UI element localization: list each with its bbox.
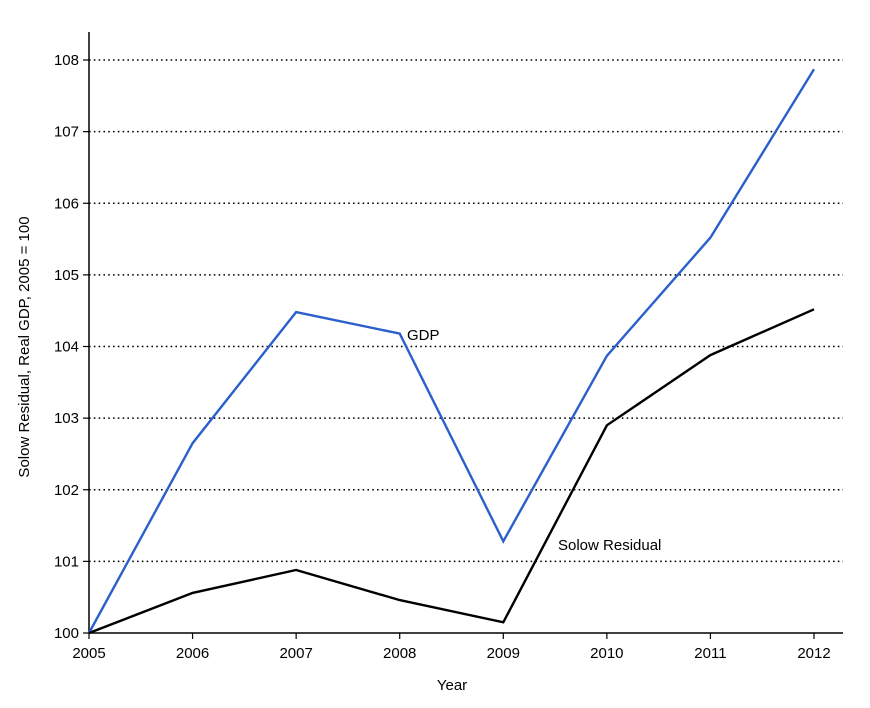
series-lines	[87, 68, 816, 635]
y-tick-label: 103	[54, 410, 79, 427]
y-tick-labels: 100 101 102 103 104 105 106 107 108	[54, 52, 89, 642]
axes	[88, 32, 843, 634]
x-tick-label: 2005	[72, 645, 105, 662]
x-tick-label: 2011	[694, 645, 726, 662]
x-tick-label: 2009	[487, 645, 520, 662]
solow-residual-series-line	[88, 308, 815, 635]
y-axis-title: Solow Residual, Real GDP, 2005 = 100	[16, 216, 33, 477]
y-tick-label: 106	[54, 195, 79, 212]
gdp-series-label: GDP	[407, 327, 440, 344]
x-tick-label: 2006	[176, 645, 209, 662]
gdp-series-line	[87, 68, 816, 634]
x-tick-label: 2010	[590, 645, 623, 662]
y-tick-label: 105	[54, 267, 79, 284]
y-tick-label: 107	[54, 124, 79, 141]
x-axis-title: Year	[437, 677, 467, 694]
y-tick-label: 108	[54, 52, 79, 69]
y-tick-label: 101	[54, 553, 79, 570]
solow-residual-series-label: Solow Residual	[558, 537, 661, 554]
x-tick-label: 2008	[383, 645, 416, 662]
x-tick-label: 2012	[797, 645, 830, 662]
grid-lines	[89, 59, 843, 563]
y-tick-label: 102	[54, 482, 79, 499]
x-tick-label: 2007	[279, 645, 312, 662]
y-tick-label: 104	[54, 339, 79, 356]
x-tick-labels: 2005 2006 2007 2008 2009 2010 2011 2012	[72, 633, 831, 662]
y-tick-label: 100	[54, 625, 79, 642]
